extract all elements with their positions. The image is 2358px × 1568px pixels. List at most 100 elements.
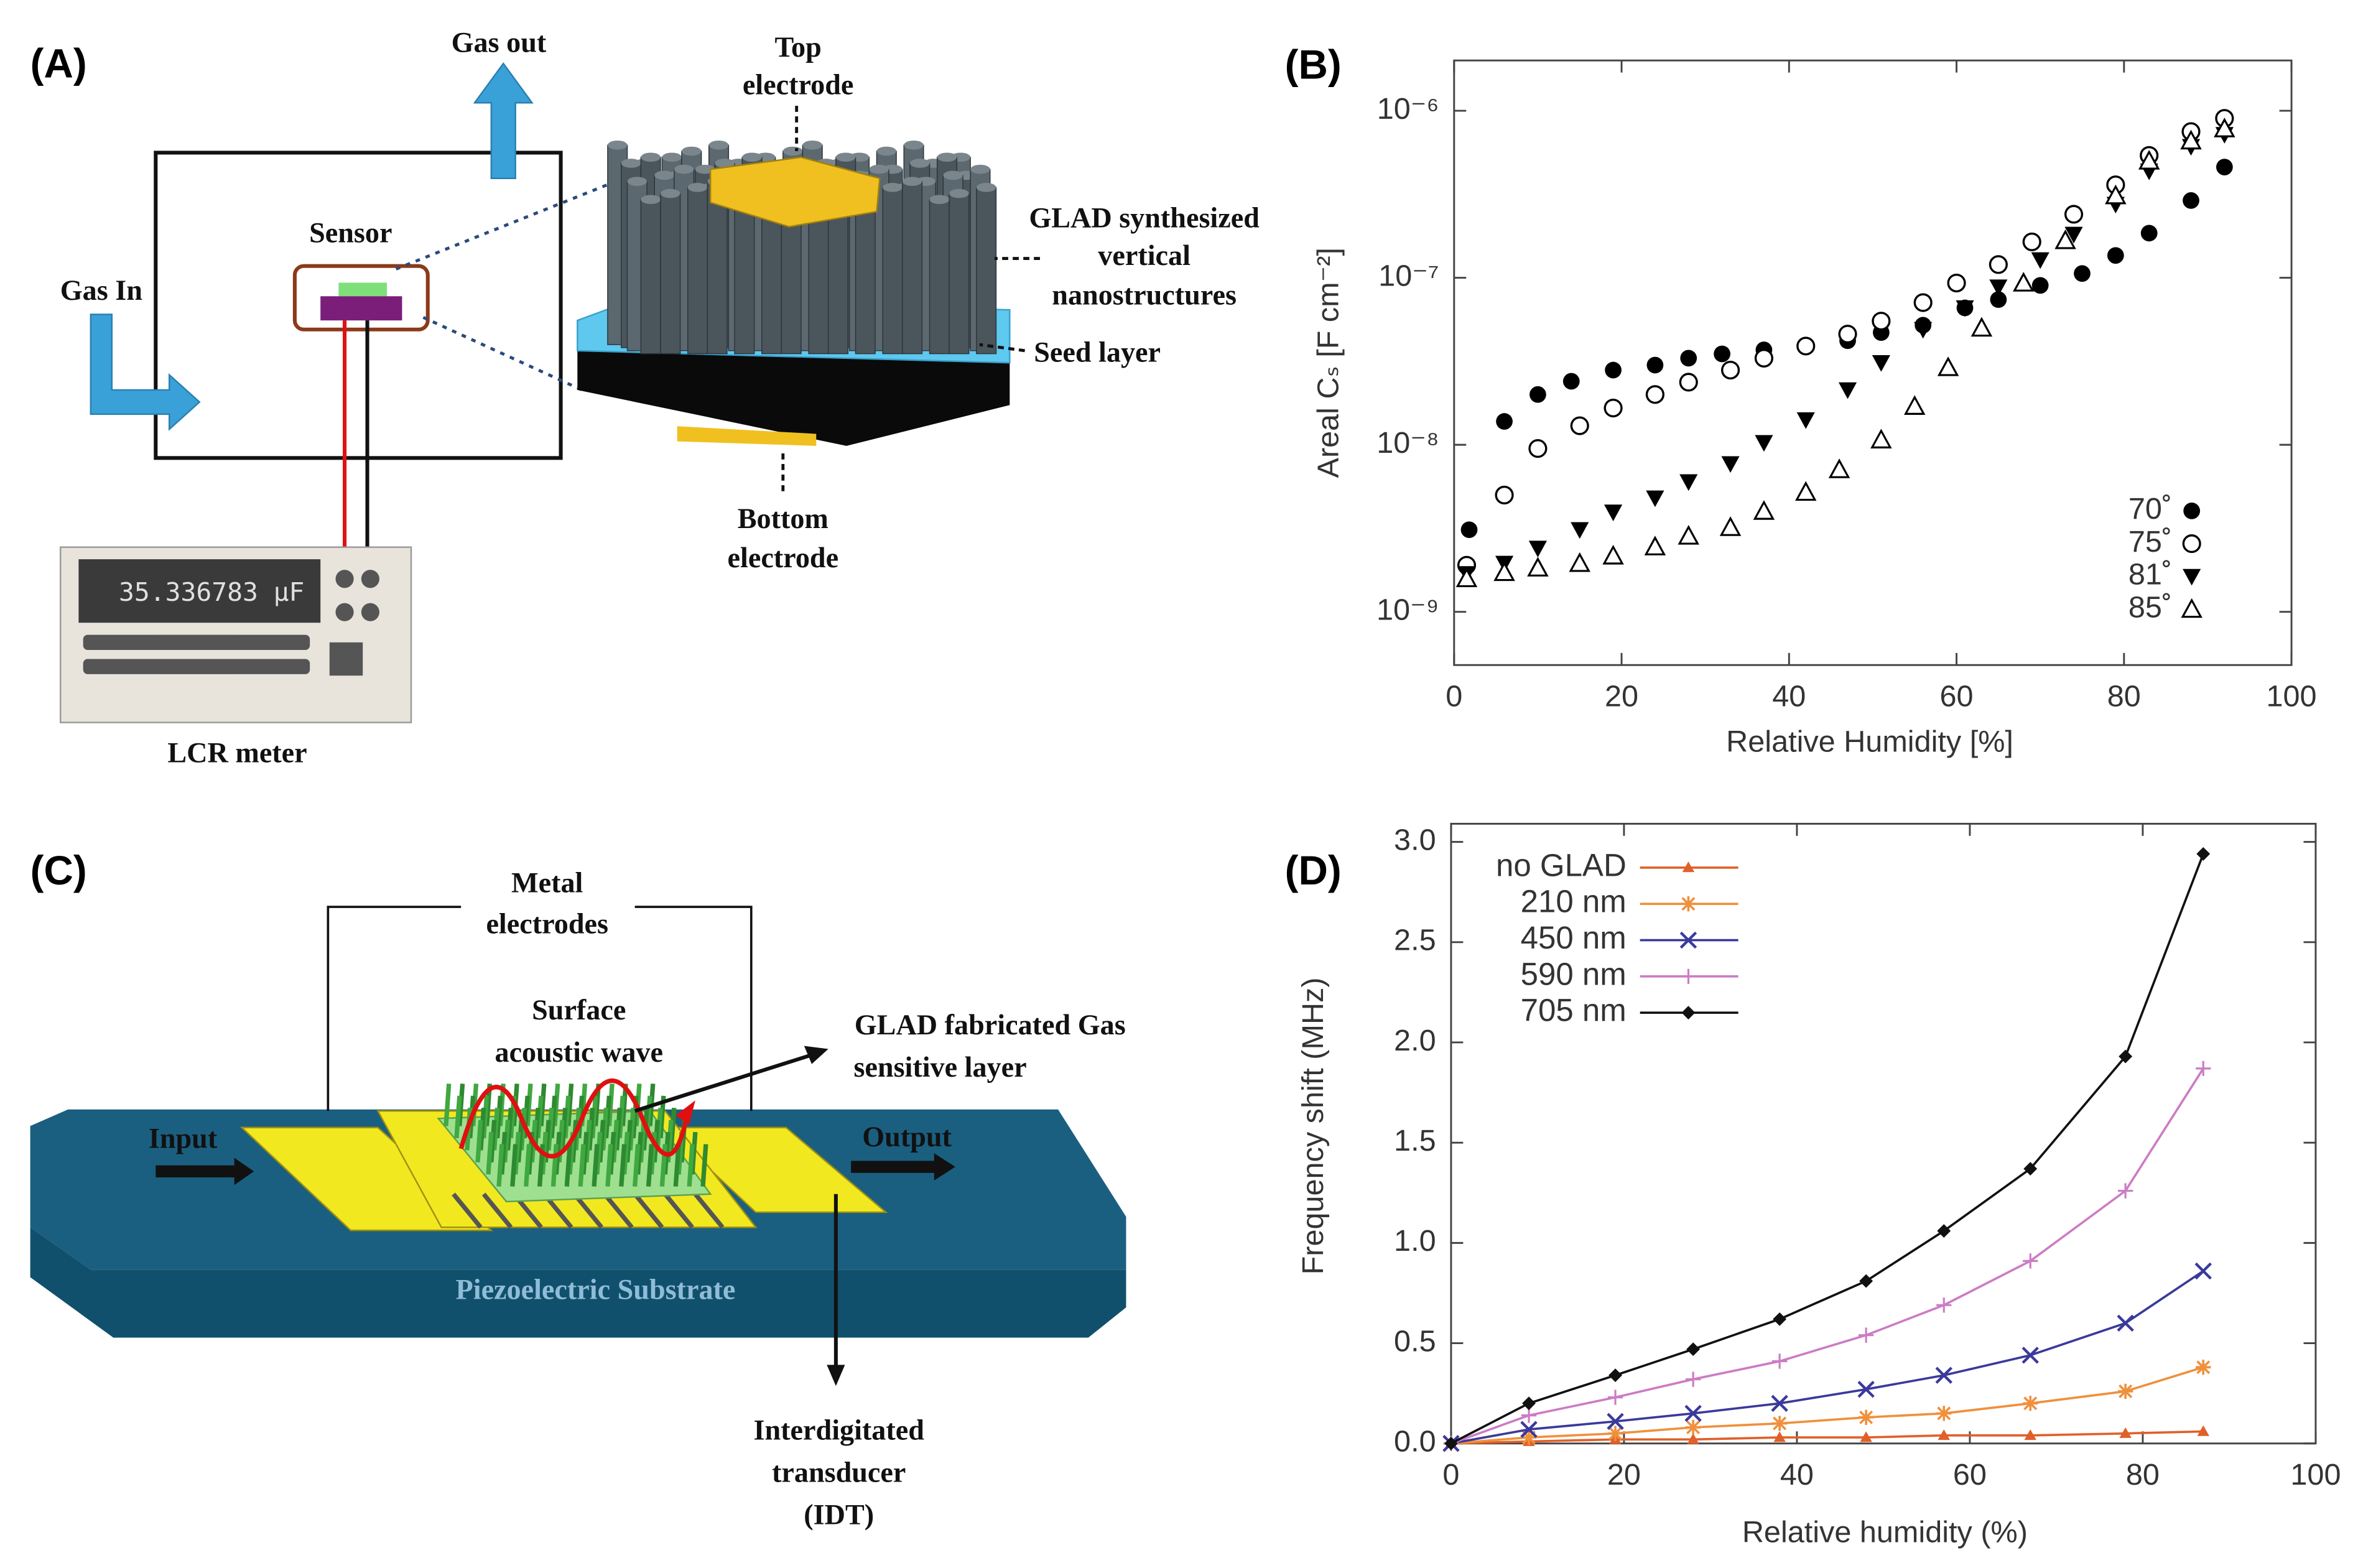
gas-out-arrow <box>473 62 534 179</box>
marker <box>2023 1253 2038 1269</box>
marker <box>1838 325 1857 344</box>
label: sensitive layer <box>853 1051 1026 1083</box>
marker <box>1938 1429 1950 1440</box>
idt-fingers <box>452 1192 725 1229</box>
nanorod <box>949 193 970 355</box>
y-tick-label: 10⁻⁹ <box>1376 593 1439 626</box>
nanorod-top <box>782 146 803 156</box>
rod <box>633 1144 641 1187</box>
label: Gas In <box>60 274 142 306</box>
marker <box>2196 1360 2211 1375</box>
nanorod-top <box>883 183 903 192</box>
marker <box>2022 232 2041 251</box>
nanorod-top <box>715 159 735 168</box>
marker <box>2140 225 2158 242</box>
marker <box>2196 1060 2211 1077</box>
label: Input <box>149 1122 218 1154</box>
meter-buttons <box>83 570 379 676</box>
marker <box>1936 1297 1952 1313</box>
finger <box>633 1192 664 1229</box>
rod <box>564 1144 572 1187</box>
marker <box>1570 416 1589 435</box>
marker <box>1493 561 1515 582</box>
label: Output <box>862 1121 952 1153</box>
x-tick-label: 20 <box>1607 1458 1641 1491</box>
nanorod-top <box>641 195 661 205</box>
legend-label: 81˚ <box>2128 558 2172 591</box>
panel-label: (C) <box>30 848 87 893</box>
zoom-line <box>395 172 636 271</box>
marker <box>1753 500 1775 520</box>
meter-display: 35.336783 µF <box>119 577 304 607</box>
marker <box>1607 1413 1624 1430</box>
rod <box>592 1144 600 1187</box>
nanorod-top <box>708 141 729 150</box>
chamber <box>154 151 563 460</box>
rod <box>510 1144 518 1187</box>
terminal <box>361 603 379 621</box>
marker <box>2196 847 2211 861</box>
label: GLAD fabricated Gas <box>855 1009 1126 1041</box>
nanorod-top <box>909 159 930 168</box>
x-tick-label: 20 <box>1605 680 1638 713</box>
legend-label: 75˚ <box>2128 525 2172 559</box>
x-tick-label: 60 <box>1953 1458 1987 1491</box>
label: LCR meter <box>167 737 307 769</box>
marker <box>2183 568 2201 586</box>
panel-label: (D) <box>1285 848 1342 893</box>
marker <box>1838 382 1857 399</box>
label: Metal <box>511 867 583 899</box>
legend-label: no GLAD <box>1496 847 1627 883</box>
y-tick-label: 2.5 <box>1394 924 1436 957</box>
nanorod <box>827 199 849 355</box>
legend-label: 705 nm <box>1521 993 1627 1028</box>
marker <box>1990 291 2007 308</box>
nanorod <box>902 180 923 355</box>
marker <box>1719 516 1742 536</box>
marker <box>1569 552 1590 572</box>
nanorod-top <box>662 152 682 162</box>
y-tick-label: 0.5 <box>1394 1324 1436 1358</box>
marker <box>1796 336 1816 356</box>
marker <box>2119 1049 2133 1064</box>
sensor-layer <box>338 282 388 297</box>
marker <box>1645 385 1664 404</box>
marker <box>2194 1262 2212 1280</box>
marker <box>1608 1368 1622 1383</box>
marker <box>1679 931 1697 949</box>
marker <box>2138 150 2160 170</box>
panel-a: (A) Gas out Sensor Gas In 35.336783 µF L… <box>30 26 1260 768</box>
marker <box>1754 348 1773 368</box>
substrate <box>577 350 1010 446</box>
zoom-line <box>422 316 583 392</box>
marker <box>2031 252 2049 269</box>
marker <box>1937 1224 1951 1238</box>
top-electrode <box>709 156 881 228</box>
marker <box>1527 557 1549 577</box>
pointer-head <box>827 1365 845 1386</box>
finger <box>603 1192 634 1229</box>
x-tick-label: 80 <box>2126 1458 2160 1491</box>
x-axis-label: Relative Humidity [%] <box>1726 725 2013 758</box>
label: Sensor <box>309 217 392 249</box>
plot-frame <box>1453 59 2293 666</box>
nanorod <box>929 199 950 355</box>
marker <box>1989 255 2008 274</box>
nanorod-top <box>902 177 922 186</box>
panel-c: (C) Piezoelectric Substrate Metal electr… <box>30 848 1126 1530</box>
marker <box>1529 386 1546 403</box>
marker <box>1771 1353 1788 1369</box>
marker <box>1773 1312 1787 1326</box>
label: Piezoelectric Substrate <box>456 1273 736 1305</box>
label: acoustic wave <box>495 1036 663 1068</box>
rod <box>700 1144 708 1187</box>
meter-screen <box>78 559 321 623</box>
sensor-box <box>292 264 430 332</box>
label: vertical <box>1098 239 1191 271</box>
marker <box>1679 373 1698 392</box>
pointer-head <box>804 1046 829 1064</box>
nanorod-top <box>654 170 674 180</box>
marker <box>2183 192 2199 209</box>
gas-in-arrow <box>90 313 201 431</box>
